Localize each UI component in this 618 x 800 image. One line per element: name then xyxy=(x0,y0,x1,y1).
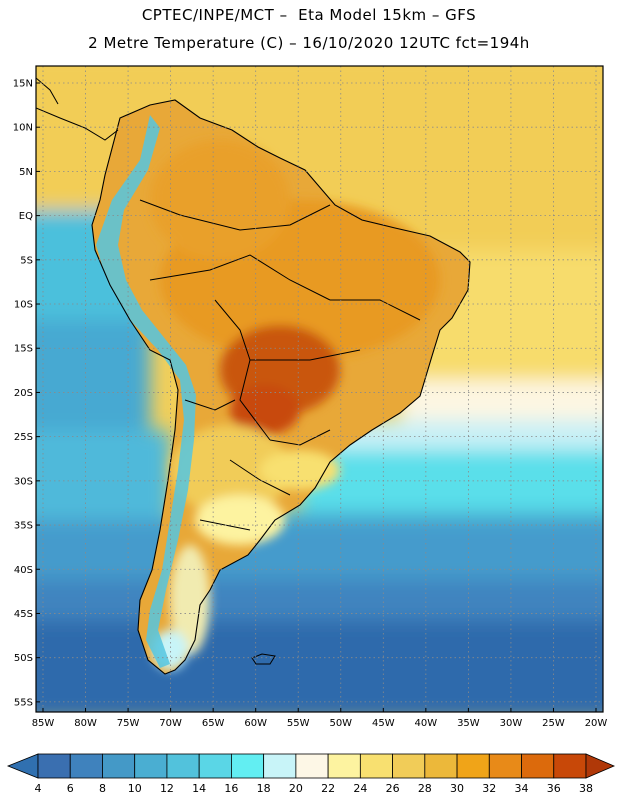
colorbar-swatch xyxy=(327,753,361,779)
colorbar-label: 36 xyxy=(547,782,561,795)
map-title-line1: CPTEC/INPE/MCT – Eta Model 15km – GFS xyxy=(141,6,477,24)
latitude-label: 5N xyxy=(19,167,33,178)
map-title-line2: 2 Metre Temperature (C) – 16/10/2020 12U… xyxy=(88,34,530,52)
latitude-label: 20S xyxy=(14,388,33,399)
longitude-label: 70W xyxy=(159,718,182,729)
colorbar-label: 4 xyxy=(35,782,42,795)
latitude-label: 15S xyxy=(14,344,33,355)
longitude-label: 45W xyxy=(372,718,395,729)
colorbar-label: 10 xyxy=(128,782,142,795)
latitude-label: 15N xyxy=(13,79,33,90)
colorbar-swatch xyxy=(392,753,426,779)
longitude-label: 30W xyxy=(500,718,523,729)
colorbar-label: 20 xyxy=(289,782,303,795)
latitude-label: 25S xyxy=(14,432,33,443)
latitude-label: 50S xyxy=(14,653,33,664)
latitude-label: 40S xyxy=(14,565,33,576)
latitude-label: 35S xyxy=(14,521,33,532)
longitude-labels: 85W 80W 75W 70W 65W 60W 55W 50W 45W 40W 35W 30W 25W 2… xyxy=(32,718,608,729)
colorbar-swatch xyxy=(424,753,458,779)
colorbar-swatch xyxy=(134,753,168,779)
colorbar-right-cap xyxy=(585,753,616,779)
colorbar-label: 34 xyxy=(515,782,529,795)
colorbar-swatch xyxy=(553,753,587,779)
colorbar-label: 18 xyxy=(257,782,271,795)
latitude-label: 5S xyxy=(20,255,33,266)
colorbar-swatch xyxy=(488,753,522,779)
colorbar-swatch xyxy=(521,753,555,779)
colorbar-swatch xyxy=(37,753,71,779)
colorbar-swatch xyxy=(166,753,200,779)
colorbar-labels: 4 6 8 10 12 14 16 18 20 22 24 26 28 30 32 34 36 38 xyxy=(35,782,594,795)
colorbar-swatch xyxy=(198,753,232,779)
latitude-label: 10N xyxy=(13,123,33,134)
colorbar-label: 38 xyxy=(579,782,593,795)
colorbar-label: 24 xyxy=(353,782,367,795)
longitude-label: 75W xyxy=(117,718,140,729)
latitude-label: 30S xyxy=(14,476,33,487)
latitude-label: 10S xyxy=(14,300,33,311)
map-field xyxy=(36,66,603,712)
colorbar-label: 16 xyxy=(224,782,238,795)
colorbar-swatch xyxy=(456,753,490,779)
longitude-label: 85W xyxy=(32,718,55,729)
country-borders xyxy=(139,199,421,531)
map-frame xyxy=(35,65,604,713)
colorbar-label: 26 xyxy=(386,782,400,795)
colorbar-swatch xyxy=(231,753,265,779)
latitude-labels: 15N 10N 5N EQ 5S 10S 15S 20S 25S 30S 35S 40S 45S 50S 5… xyxy=(13,79,33,709)
colorbar-swatch xyxy=(295,753,329,779)
longitude-label: 35W xyxy=(457,718,480,729)
longitude-label: 25W xyxy=(542,718,565,729)
colorbar-swatch xyxy=(359,753,393,779)
colorbar-label: 30 xyxy=(450,782,464,795)
longitude-label: 60W xyxy=(244,718,267,729)
colorbar-label: 12 xyxy=(160,782,174,795)
colorbar-label: 32 xyxy=(482,782,496,795)
longitude-label: 50W xyxy=(329,718,352,729)
longitude-label: 65W xyxy=(202,718,225,729)
colorbar-label: 14 xyxy=(192,782,206,795)
colorbar xyxy=(6,753,616,779)
latitude-label: EQ xyxy=(19,211,33,222)
colorbar-label: 6 xyxy=(67,782,74,795)
colorbar-left-cap xyxy=(6,753,39,779)
longitude-label: 55W xyxy=(287,718,310,729)
colorbar-swatch xyxy=(102,753,136,779)
colorbar-swatch xyxy=(263,753,297,779)
latitude-label: 45S xyxy=(14,609,33,620)
colorbar-swatch xyxy=(69,753,103,779)
longitude-label: 80W xyxy=(74,718,97,729)
longitude-label: 40W xyxy=(415,718,438,729)
colorbar-label: 22 xyxy=(321,782,335,795)
longitude-label: 20W xyxy=(585,718,608,729)
colorbar-label: 8 xyxy=(99,782,106,795)
latitude-label: 55S xyxy=(14,697,33,708)
colorbar-label: 28 xyxy=(418,782,432,795)
